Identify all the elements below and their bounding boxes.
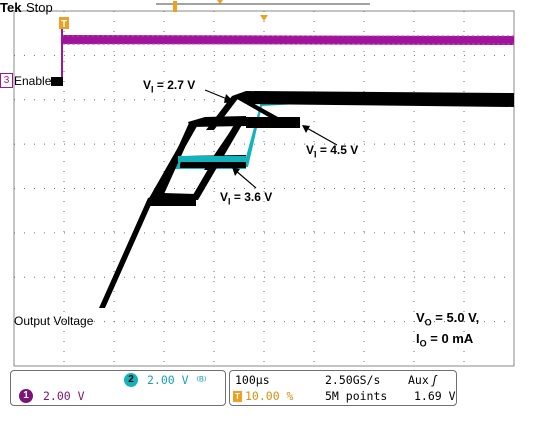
ch1-trigger-marker: T — [59, 17, 69, 30]
timebase-value[interactable]: 100µs — [235, 373, 270, 387]
ch1-badge: 1 — [19, 389, 33, 403]
annotation-vi-4-5: VI = 4.5 V — [306, 143, 359, 160]
sample-rate: 2.50GS/s — [325, 373, 381, 387]
bandwidth-limit-icon: ⁽ᴮ⁾ — [196, 374, 207, 387]
horizontal-trigger-panel[interactable]: 100µs T 10.00 % 2.50GS/s 5M points Aux ʃ… — [229, 370, 457, 406]
ch3-ground-marker — [51, 77, 63, 86]
annotation-output-voltage: Output Voltage — [14, 314, 94, 328]
ch1-trace — [52, 20, 514, 81]
trigger-source: Aux — [408, 373, 429, 387]
ch2-scale: 2.00 V — [147, 373, 189, 387]
ch3-traces — [99, 91, 514, 308]
annotation-vi-3-6: VI = 3.6 V — [220, 190, 273, 207]
trigger-source-setting[interactable]: Aux ʃ — [408, 373, 436, 387]
ch1-settings[interactable]: 1 2.00 V — [19, 389, 85, 403]
channel3-label: Enable — [14, 73, 52, 88]
annotation-vo: VO = 5.0 V, — [416, 310, 480, 328]
acquisition-state: Stop — [26, 0, 53, 15]
trigger-position-marker — [260, 15, 268, 21]
trigger-t-icon: T — [233, 390, 242, 402]
trigger-position-value: 10.00 % — [245, 389, 294, 403]
trigger-level[interactable]: 1.69 V — [414, 389, 456, 403]
record-view-bar — [156, 0, 370, 21]
channel3-indicator[interactable]: 3 Enable — [0, 73, 51, 88]
annotation-io: IO = 0 mA — [416, 331, 474, 349]
vertical-settings-panel[interactable]: 2 2.00 V ⁽ᴮ⁾ 1 2.00 V — [10, 370, 226, 406]
svg-text:T: T — [61, 19, 67, 30]
rising-edge-icon: ʃ — [432, 373, 437, 387]
brand-logo: Tek — [0, 0, 22, 15]
ch2-settings[interactable]: 2 2.00 V ⁽ᴮ⁾ — [124, 373, 207, 387]
annotation-vi-2-7: VI = 2.7 V — [143, 78, 196, 95]
trigger-position[interactable]: T 10.00 % — [233, 389, 293, 403]
channel3-badge: 3 — [0, 73, 13, 88]
record-window-marker — [173, 1, 177, 12]
view-position-marker — [217, 0, 223, 4]
annotation-arrows — [204, 89, 338, 189]
ch2-badge: 2 — [124, 373, 138, 387]
record-length[interactable]: 5M points — [325, 389, 388, 403]
ch1-scale: 2.00 V — [43, 389, 85, 403]
